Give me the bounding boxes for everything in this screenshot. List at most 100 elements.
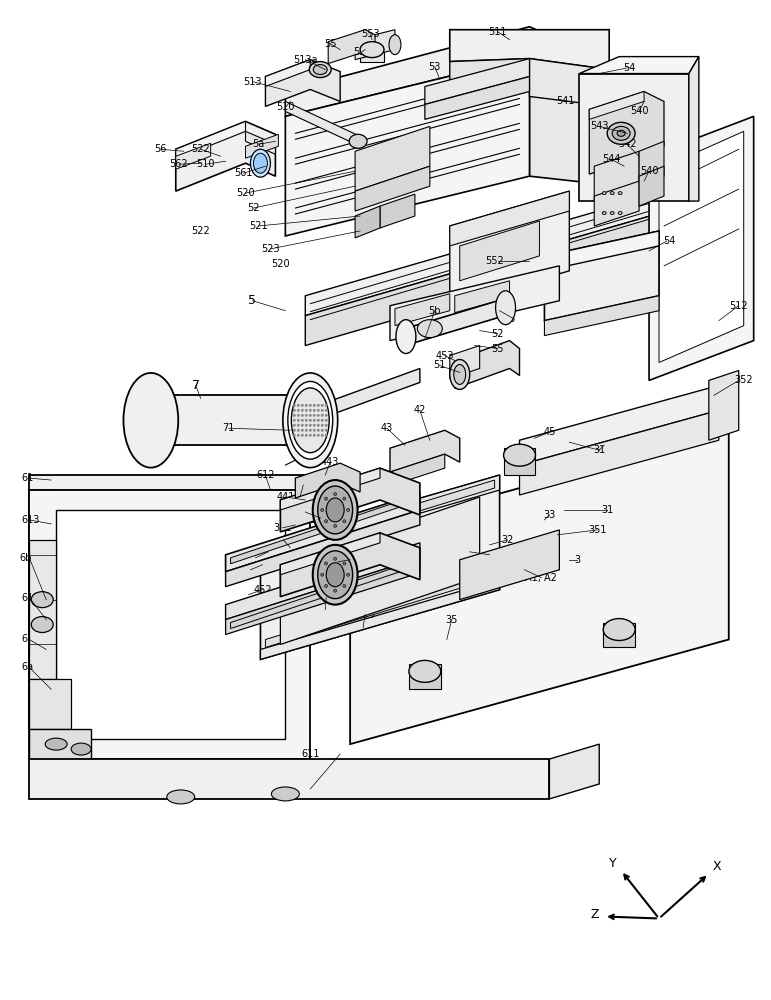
Ellipse shape — [297, 409, 300, 412]
Ellipse shape — [347, 573, 349, 576]
Text: 611: 611 — [301, 749, 319, 759]
Polygon shape — [231, 496, 415, 564]
Ellipse shape — [45, 738, 67, 750]
Ellipse shape — [389, 35, 401, 55]
Text: 511: 511 — [488, 27, 507, 37]
Text: A1, A2: A1, A2 — [526, 573, 557, 583]
Polygon shape — [425, 59, 530, 104]
Ellipse shape — [288, 381, 333, 459]
Ellipse shape — [317, 419, 319, 422]
Text: 561: 561 — [234, 168, 253, 178]
Ellipse shape — [321, 409, 324, 412]
Ellipse shape — [309, 409, 311, 412]
Ellipse shape — [313, 434, 315, 436]
Ellipse shape — [301, 429, 304, 431]
Text: 523: 523 — [261, 244, 280, 254]
Ellipse shape — [349, 134, 367, 148]
Text: 32: 32 — [501, 535, 513, 545]
Text: X: X — [712, 860, 721, 873]
Ellipse shape — [32, 617, 53, 633]
Polygon shape — [245, 134, 278, 158]
Text: 6a: 6a — [22, 662, 33, 672]
Polygon shape — [310, 368, 420, 422]
Polygon shape — [29, 729, 91, 759]
Ellipse shape — [325, 434, 328, 436]
Ellipse shape — [313, 409, 315, 412]
Polygon shape — [544, 231, 659, 321]
Ellipse shape — [297, 429, 300, 431]
Text: 510: 510 — [197, 159, 215, 169]
Ellipse shape — [325, 419, 328, 422]
Text: 44: 44 — [297, 480, 309, 490]
Polygon shape — [226, 493, 420, 572]
Polygon shape — [261, 475, 500, 560]
Ellipse shape — [610, 192, 614, 195]
Polygon shape — [449, 59, 530, 85]
Polygon shape — [281, 533, 420, 597]
Ellipse shape — [305, 424, 308, 427]
Ellipse shape — [309, 62, 332, 78]
Ellipse shape — [317, 404, 319, 407]
Ellipse shape — [360, 42, 384, 58]
Ellipse shape — [334, 493, 337, 496]
Polygon shape — [265, 570, 495, 647]
Ellipse shape — [334, 557, 337, 560]
Text: 55: 55 — [324, 39, 336, 49]
Text: 53: 53 — [429, 62, 441, 72]
Ellipse shape — [313, 419, 315, 422]
Polygon shape — [589, 91, 664, 174]
Ellipse shape — [325, 404, 328, 407]
Ellipse shape — [612, 126, 630, 140]
Text: 342: 342 — [309, 515, 328, 525]
Text: 52: 52 — [491, 329, 503, 339]
Ellipse shape — [301, 424, 304, 427]
Text: 35: 35 — [446, 615, 458, 625]
Ellipse shape — [317, 434, 319, 436]
Text: 33: 33 — [544, 510, 556, 520]
Text: 5b: 5b — [429, 306, 441, 316]
Polygon shape — [265, 480, 495, 558]
Text: 42: 42 — [414, 405, 426, 415]
Polygon shape — [455, 341, 520, 388]
Ellipse shape — [301, 414, 304, 417]
Ellipse shape — [293, 409, 295, 412]
Polygon shape — [449, 191, 569, 306]
Ellipse shape — [309, 424, 311, 427]
Polygon shape — [530, 59, 609, 106]
Polygon shape — [305, 196, 719, 346]
Polygon shape — [29, 475, 310, 490]
Ellipse shape — [297, 404, 300, 407]
Text: 51: 51 — [433, 360, 446, 370]
Ellipse shape — [71, 743, 91, 755]
Polygon shape — [520, 410, 719, 495]
Polygon shape — [449, 191, 569, 246]
Polygon shape — [360, 44, 384, 62]
Polygon shape — [520, 385, 719, 465]
Ellipse shape — [343, 585, 346, 587]
Text: 513: 513 — [243, 77, 261, 87]
Polygon shape — [649, 116, 754, 380]
Polygon shape — [380, 194, 415, 228]
Polygon shape — [265, 60, 340, 106]
Polygon shape — [709, 370, 739, 440]
Ellipse shape — [309, 414, 311, 417]
Text: 522: 522 — [191, 144, 210, 154]
Text: 43: 43 — [381, 423, 393, 433]
Polygon shape — [579, 74, 689, 201]
Ellipse shape — [317, 414, 319, 417]
Ellipse shape — [409, 660, 441, 682]
Polygon shape — [390, 266, 560, 341]
Polygon shape — [603, 623, 635, 647]
Ellipse shape — [313, 429, 315, 431]
Ellipse shape — [449, 360, 470, 389]
Ellipse shape — [313, 480, 358, 540]
Polygon shape — [29, 540, 56, 679]
Text: 613: 613 — [22, 515, 39, 525]
Text: 452: 452 — [253, 585, 271, 595]
Ellipse shape — [334, 589, 337, 592]
Polygon shape — [639, 141, 664, 186]
Text: 552: 552 — [485, 256, 504, 266]
Ellipse shape — [301, 409, 304, 412]
Ellipse shape — [293, 414, 295, 417]
Ellipse shape — [167, 790, 195, 804]
